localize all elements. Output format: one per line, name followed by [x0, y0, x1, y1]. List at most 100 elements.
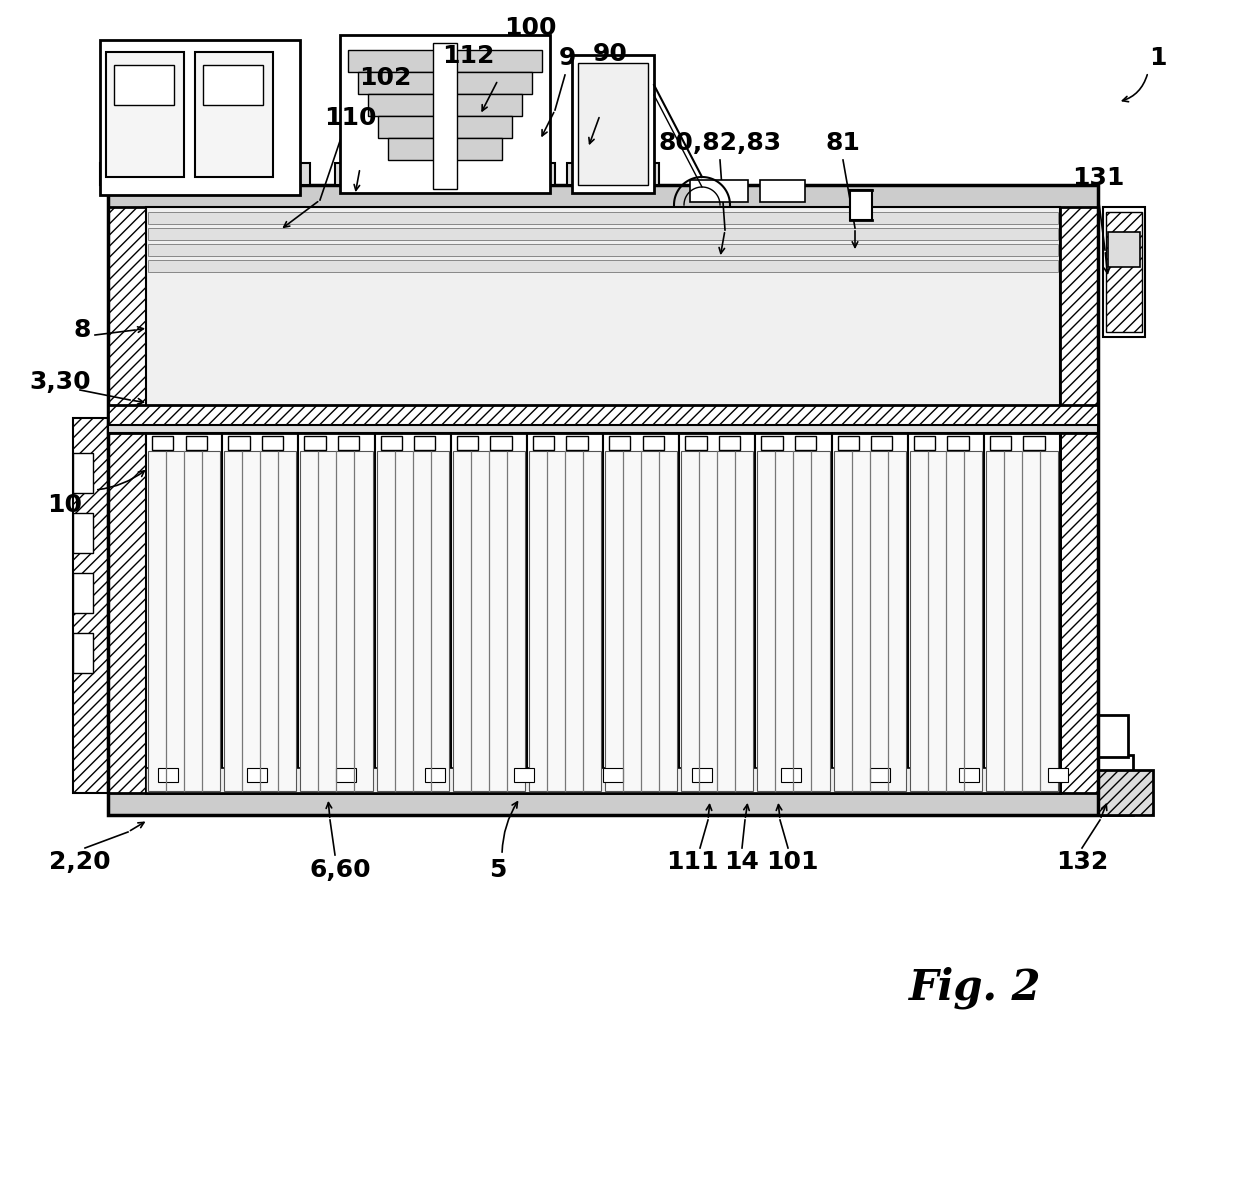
Text: 132: 132	[1056, 850, 1109, 874]
Bar	[986, 451, 1058, 791]
Bar	[374, 433, 450, 793]
Text: 1: 1	[1149, 45, 1167, 71]
Bar	[528, 451, 601, 791]
Bar	[335, 163, 556, 185]
Bar	[849, 190, 872, 220]
Bar	[910, 451, 982, 791]
Bar	[381, 436, 402, 451]
Bar	[378, 116, 512, 137]
Bar	[73, 633, 93, 673]
Bar	[983, 433, 1060, 793]
Bar	[572, 55, 653, 194]
Bar	[148, 228, 1058, 240]
Text: 90: 90	[593, 42, 627, 66]
Bar	[567, 436, 588, 451]
Bar	[680, 433, 755, 793]
Bar	[719, 436, 740, 451]
Bar	[146, 207, 1060, 433]
Bar	[760, 180, 805, 202]
Bar	[795, 436, 816, 451]
Text: 6,60: 6,60	[309, 858, 371, 882]
Text: 14: 14	[724, 850, 759, 874]
Bar	[1097, 715, 1128, 756]
Bar	[300, 451, 372, 791]
Bar	[108, 185, 146, 815]
Bar	[603, 768, 622, 782]
Bar	[222, 433, 299, 793]
Bar	[832, 433, 908, 793]
Bar	[340, 35, 551, 194]
Bar	[305, 436, 326, 451]
Bar	[157, 768, 179, 782]
Text: 3,30: 3,30	[30, 370, 91, 394]
Bar	[148, 212, 1058, 223]
Bar	[148, 261, 1058, 272]
Bar	[100, 163, 310, 185]
Text: 111: 111	[666, 850, 718, 874]
Text: 100: 100	[503, 16, 557, 39]
Bar	[692, 768, 712, 782]
Bar	[578, 63, 649, 185]
Bar	[368, 94, 522, 116]
Bar	[108, 185, 1097, 815]
Bar	[73, 453, 93, 494]
Bar	[336, 768, 356, 782]
Text: 110: 110	[324, 106, 376, 130]
Bar	[339, 436, 360, 451]
Bar	[1048, 768, 1068, 782]
Bar	[414, 436, 435, 451]
Bar	[377, 451, 449, 791]
Bar	[833, 451, 905, 791]
Bar	[1060, 185, 1097, 815]
Text: 80,82,83: 80,82,83	[658, 131, 781, 155]
Bar	[959, 768, 980, 782]
Bar	[689, 180, 748, 202]
Bar	[758, 451, 830, 791]
Bar	[388, 137, 502, 160]
Bar	[1106, 212, 1142, 332]
Bar	[114, 65, 174, 105]
Bar	[348, 50, 542, 72]
Text: 9: 9	[558, 45, 575, 71]
Bar	[195, 53, 273, 177]
Bar	[533, 436, 554, 451]
Bar	[228, 436, 249, 451]
Bar	[914, 436, 935, 451]
Bar	[908, 433, 983, 793]
Bar	[872, 436, 893, 451]
Bar	[108, 793, 1097, 815]
Bar	[1104, 207, 1145, 337]
Bar	[146, 433, 222, 793]
Bar	[755, 433, 832, 793]
Bar	[567, 163, 658, 185]
Bar	[146, 433, 1060, 793]
Bar	[247, 768, 267, 782]
Bar	[642, 436, 663, 451]
Bar	[456, 436, 479, 451]
Bar	[686, 436, 707, 451]
Bar	[1109, 232, 1140, 266]
Bar	[453, 451, 525, 791]
Bar	[681, 451, 754, 791]
Bar	[186, 436, 207, 451]
Bar	[262, 436, 283, 451]
Bar	[609, 436, 630, 451]
Bar	[108, 405, 1097, 433]
Text: 81: 81	[826, 131, 861, 155]
Bar	[947, 436, 968, 451]
Bar	[527, 433, 603, 793]
Bar	[870, 768, 890, 782]
Bar	[203, 65, 263, 105]
Bar	[148, 244, 1058, 256]
Bar	[299, 433, 374, 793]
Text: 131: 131	[1071, 166, 1125, 190]
Bar	[450, 433, 527, 793]
Bar	[605, 451, 677, 791]
Bar	[146, 433, 1060, 451]
Bar	[433, 43, 458, 189]
Bar	[490, 436, 512, 451]
Bar	[1097, 755, 1133, 815]
Bar	[837, 436, 859, 451]
Bar	[148, 451, 221, 791]
Bar	[358, 72, 532, 94]
